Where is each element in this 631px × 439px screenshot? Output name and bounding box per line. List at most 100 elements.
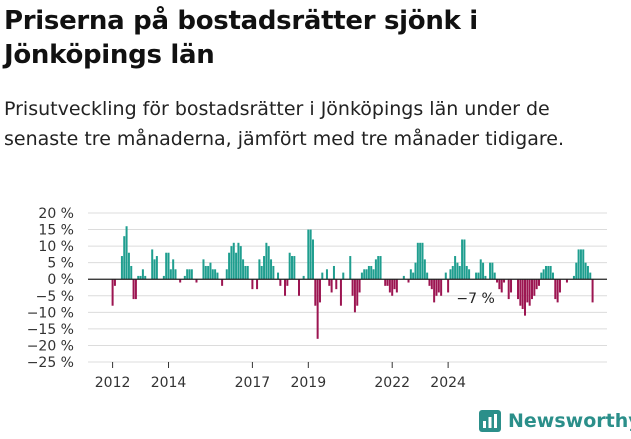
bar	[463, 239, 466, 280]
bar	[456, 262, 459, 280]
bar	[444, 272, 447, 280]
bar	[134, 279, 137, 300]
bar	[195, 279, 198, 283]
chart-bars	[111, 226, 594, 339]
bar	[458, 265, 461, 280]
bar	[554, 279, 557, 300]
bar	[447, 279, 450, 293]
x-tick-label: 2022	[374, 375, 410, 390]
x-tick-label: 2012	[95, 375, 131, 390]
bar	[496, 279, 499, 283]
bar	[589, 272, 592, 280]
bar	[328, 279, 331, 286]
bar	[237, 242, 240, 280]
bar	[256, 279, 259, 290]
bar	[423, 259, 426, 280]
bar	[291, 256, 294, 280]
y-tick-label: −5 %	[36, 289, 74, 305]
bar	[169, 269, 172, 280]
bar	[316, 279, 319, 339]
x-tick-label: 2024	[430, 375, 466, 390]
bar	[216, 272, 219, 280]
bar	[230, 246, 233, 280]
newsworthy-logo: Newsworthy	[478, 406, 631, 436]
bar	[537, 279, 540, 286]
bar	[360, 272, 363, 280]
y-tick-label: 20 %	[38, 206, 74, 222]
bar	[367, 265, 370, 280]
bar	[379, 256, 382, 280]
bar	[349, 256, 352, 280]
bar	[183, 275, 186, 280]
bar	[535, 279, 538, 290]
bar-chart: 20 %15 %10 %5 %0 %−5 %−10 %−15 %−20 %−25…	[27, 206, 607, 390]
bar	[265, 242, 268, 280]
bar	[386, 279, 389, 286]
end-value-label: −7 %	[456, 291, 494, 307]
bar	[421, 242, 424, 280]
bar	[207, 265, 210, 280]
bar	[339, 279, 342, 306]
bar	[363, 269, 366, 280]
bar	[263, 256, 266, 280]
bar	[309, 229, 312, 280]
chart-annotation: −7 %	[456, 291, 494, 307]
y-tick-label: 0 %	[47, 272, 74, 288]
bar	[137, 275, 140, 280]
bar	[542, 269, 545, 280]
bar	[186, 269, 189, 280]
bar	[528, 279, 531, 306]
bar	[251, 279, 254, 290]
bar	[577, 249, 580, 280]
bar	[454, 256, 457, 280]
bar	[430, 279, 433, 290]
bar	[433, 279, 436, 303]
bar	[416, 242, 419, 280]
bar	[270, 259, 273, 280]
bar	[314, 279, 317, 306]
bar	[318, 279, 321, 303]
brand-name: Newsworthy	[508, 410, 631, 432]
bar	[342, 272, 345, 280]
bar	[113, 279, 116, 286]
y-axis: 20 %15 %10 %5 %0 %−5 %−10 %−15 %−20 %−25…	[27, 206, 74, 371]
bar	[353, 279, 356, 313]
bar	[384, 279, 387, 286]
y-tick-label: −10 %	[27, 305, 74, 321]
bar	[155, 256, 158, 280]
bar	[130, 265, 133, 280]
bar	[286, 279, 289, 286]
bar	[491, 262, 494, 280]
bar	[260, 265, 263, 280]
y-tick-label: −15 %	[27, 322, 74, 338]
chart-gridlines	[88, 212, 607, 363]
bar	[451, 265, 454, 280]
bar	[551, 272, 554, 280]
bar	[465, 265, 468, 280]
bar	[435, 279, 438, 296]
y-tick-label: 15 %	[38, 223, 74, 239]
bar	[437, 279, 440, 293]
bar	[188, 269, 191, 280]
bar	[211, 269, 214, 280]
bar	[426, 272, 429, 280]
bar	[127, 252, 130, 280]
x-axis: 2012 2014 2017 2019 2022 2024	[95, 362, 466, 390]
bar	[272, 265, 275, 280]
bar	[393, 279, 396, 290]
bar	[556, 279, 559, 303]
bar	[572, 275, 575, 280]
bar	[244, 265, 247, 280]
bar	[475, 272, 478, 280]
bar	[449, 269, 452, 280]
bar	[479, 259, 482, 280]
bar	[477, 272, 480, 280]
bar	[165, 252, 168, 280]
bar	[591, 279, 594, 303]
bar	[391, 279, 394, 296]
bar	[507, 279, 510, 300]
bar	[221, 279, 224, 286]
bar	[526, 279, 529, 303]
bar	[517, 279, 520, 300]
bar	[468, 269, 471, 280]
